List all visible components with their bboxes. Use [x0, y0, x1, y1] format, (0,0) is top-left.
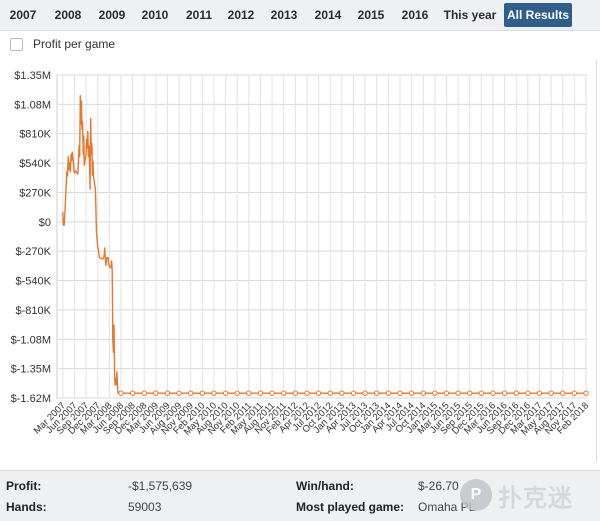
- profit-data-point: [525, 390, 531, 396]
- profit-data-point: [536, 390, 543, 396]
- profit-data-point: [153, 390, 159, 396]
- profit-data-point: [257, 390, 264, 396]
- profit-data-point: [420, 390, 426, 396]
- stats-panel: Profit: -$1,575,639 Win/hand: $-26.70 Ha…: [0, 470, 600, 521]
- tab-all-results[interactable]: All Results: [504, 3, 572, 27]
- profit-data-point: [199, 390, 206, 396]
- tab-2009[interactable]: 2009: [98, 8, 126, 22]
- profit-data-point: [548, 390, 554, 396]
- watermark: P 扑克迷: [460, 475, 592, 515]
- profit-data-point: [374, 390, 380, 396]
- profit-data-point: [118, 390, 124, 396]
- profit-data-point: [292, 390, 299, 396]
- profit-per-game-option[interactable]: Profit per game: [10, 36, 115, 54]
- profit-line-group: [62, 95, 589, 396]
- profit-chart: $1.35M $1.08M $810K $540K $270K $0 $-270K $-540…: [11, 70, 591, 438]
- y-tick-label: $0: [39, 217, 51, 229]
- profit-data-point: [501, 390, 508, 396]
- profit-per-game-checkbox[interactable]: [10, 38, 23, 52]
- profit-data-point: [408, 390, 415, 396]
- profit-chart-frame: $1.35M $1.08M $810K $540K $270K $0 $-270K $-540…: [0, 60, 597, 462]
- y-tick-label: $-1.08M: [11, 334, 51, 346]
- profit-data-point: [234, 390, 240, 396]
- tab-2011[interactable]: 2011: [185, 8, 213, 22]
- watermark-logo: P: [460, 479, 492, 511]
- profit-data-point: [222, 390, 229, 396]
- tab-2016[interactable]: 2016: [401, 8, 429, 22]
- profit-data-point: [129, 390, 136, 396]
- profit-data-point: [467, 390, 473, 396]
- profit-data-point: [211, 390, 217, 396]
- tab-2008[interactable]: 2008: [54, 8, 82, 22]
- hands-value: 59003: [128, 500, 162, 514]
- profit-data-point: [327, 390, 333, 396]
- watermark-text: 扑克迷: [498, 484, 573, 512]
- y-tick-label: $-1.62M: [11, 393, 51, 405]
- profit-data-point: [397, 390, 403, 396]
- profit-data-point: [315, 390, 322, 396]
- winhand-value: $-26.70: [418, 479, 459, 493]
- tab-2013[interactable]: 2013: [270, 8, 298, 22]
- year-tab-bar: 2007 2008 2009 2010 2011 2012 2013 2014 …: [0, 0, 600, 31]
- profit-data-point: [385, 390, 392, 396]
- profit-data-point: [571, 390, 578, 396]
- y-tick-label: $540K: [19, 158, 51, 170]
- tab-2014[interactable]: 2014: [314, 8, 342, 22]
- tab-2010[interactable]: 2010: [141, 8, 169, 22]
- y-tick-label: $1.08M: [14, 99, 51, 111]
- profit-data-point: [141, 390, 147, 396]
- profit-data-point: [269, 390, 275, 396]
- profit-per-game-label: Profit per game: [33, 37, 116, 51]
- y-tick-label: $-540K: [16, 276, 52, 288]
- hands-label: Hands:: [6, 500, 47, 514]
- y-tick-label: $-1.35M: [11, 364, 51, 376]
- y-tick-label: $-270K: [16, 246, 52, 258]
- profit-data-point: [362, 390, 368, 396]
- winhand-label: Win/hand:: [296, 479, 354, 493]
- chart-grid: [56, 74, 587, 399]
- tab-2007[interactable]: 2007: [9, 8, 37, 22]
- tab-this-year[interactable]: This year: [443, 8, 497, 22]
- profit-label: Profit:: [6, 479, 42, 493]
- profit-data-point: [583, 390, 589, 396]
- tab-2012[interactable]: 2012: [227, 8, 255, 22]
- profit-data-point: [164, 390, 171, 396]
- profit-data-point: [443, 390, 450, 396]
- profit-data-point: [188, 390, 194, 396]
- y-tick-label: $270K: [19, 187, 51, 199]
- plot-area: [56, 74, 587, 399]
- y-tick-label: $810K: [19, 129, 51, 141]
- profit-data-point: [455, 390, 461, 396]
- y-tick-label: $1.35M: [14, 70, 51, 82]
- profit-data-point: [246, 390, 252, 396]
- profit-data-point: [304, 390, 310, 396]
- tab-2015[interactable]: 2015: [357, 8, 385, 22]
- profit-data-point: [281, 390, 287, 396]
- most-played-value: Omaha PL: [418, 500, 476, 514]
- profit-data-point: [176, 390, 182, 396]
- profit-data-point: [432, 390, 438, 396]
- profit-data-point: [490, 390, 496, 396]
- profit-data-point: [478, 390, 485, 396]
- y-tick-label: $-810K: [16, 305, 52, 317]
- profit-data-point: [350, 390, 357, 396]
- profit-data-point: [560, 390, 566, 396]
- profit-data-point: [513, 390, 519, 396]
- profit-value: -$1,575,639: [128, 479, 193, 493]
- y-axis-ticks: $1.35M $1.08M $810K $540K $270K $0 $-270K $-540…: [11, 70, 52, 405]
- most-played-label: Most played game:: [296, 500, 405, 514]
- profit-data-point: [339, 390, 345, 396]
